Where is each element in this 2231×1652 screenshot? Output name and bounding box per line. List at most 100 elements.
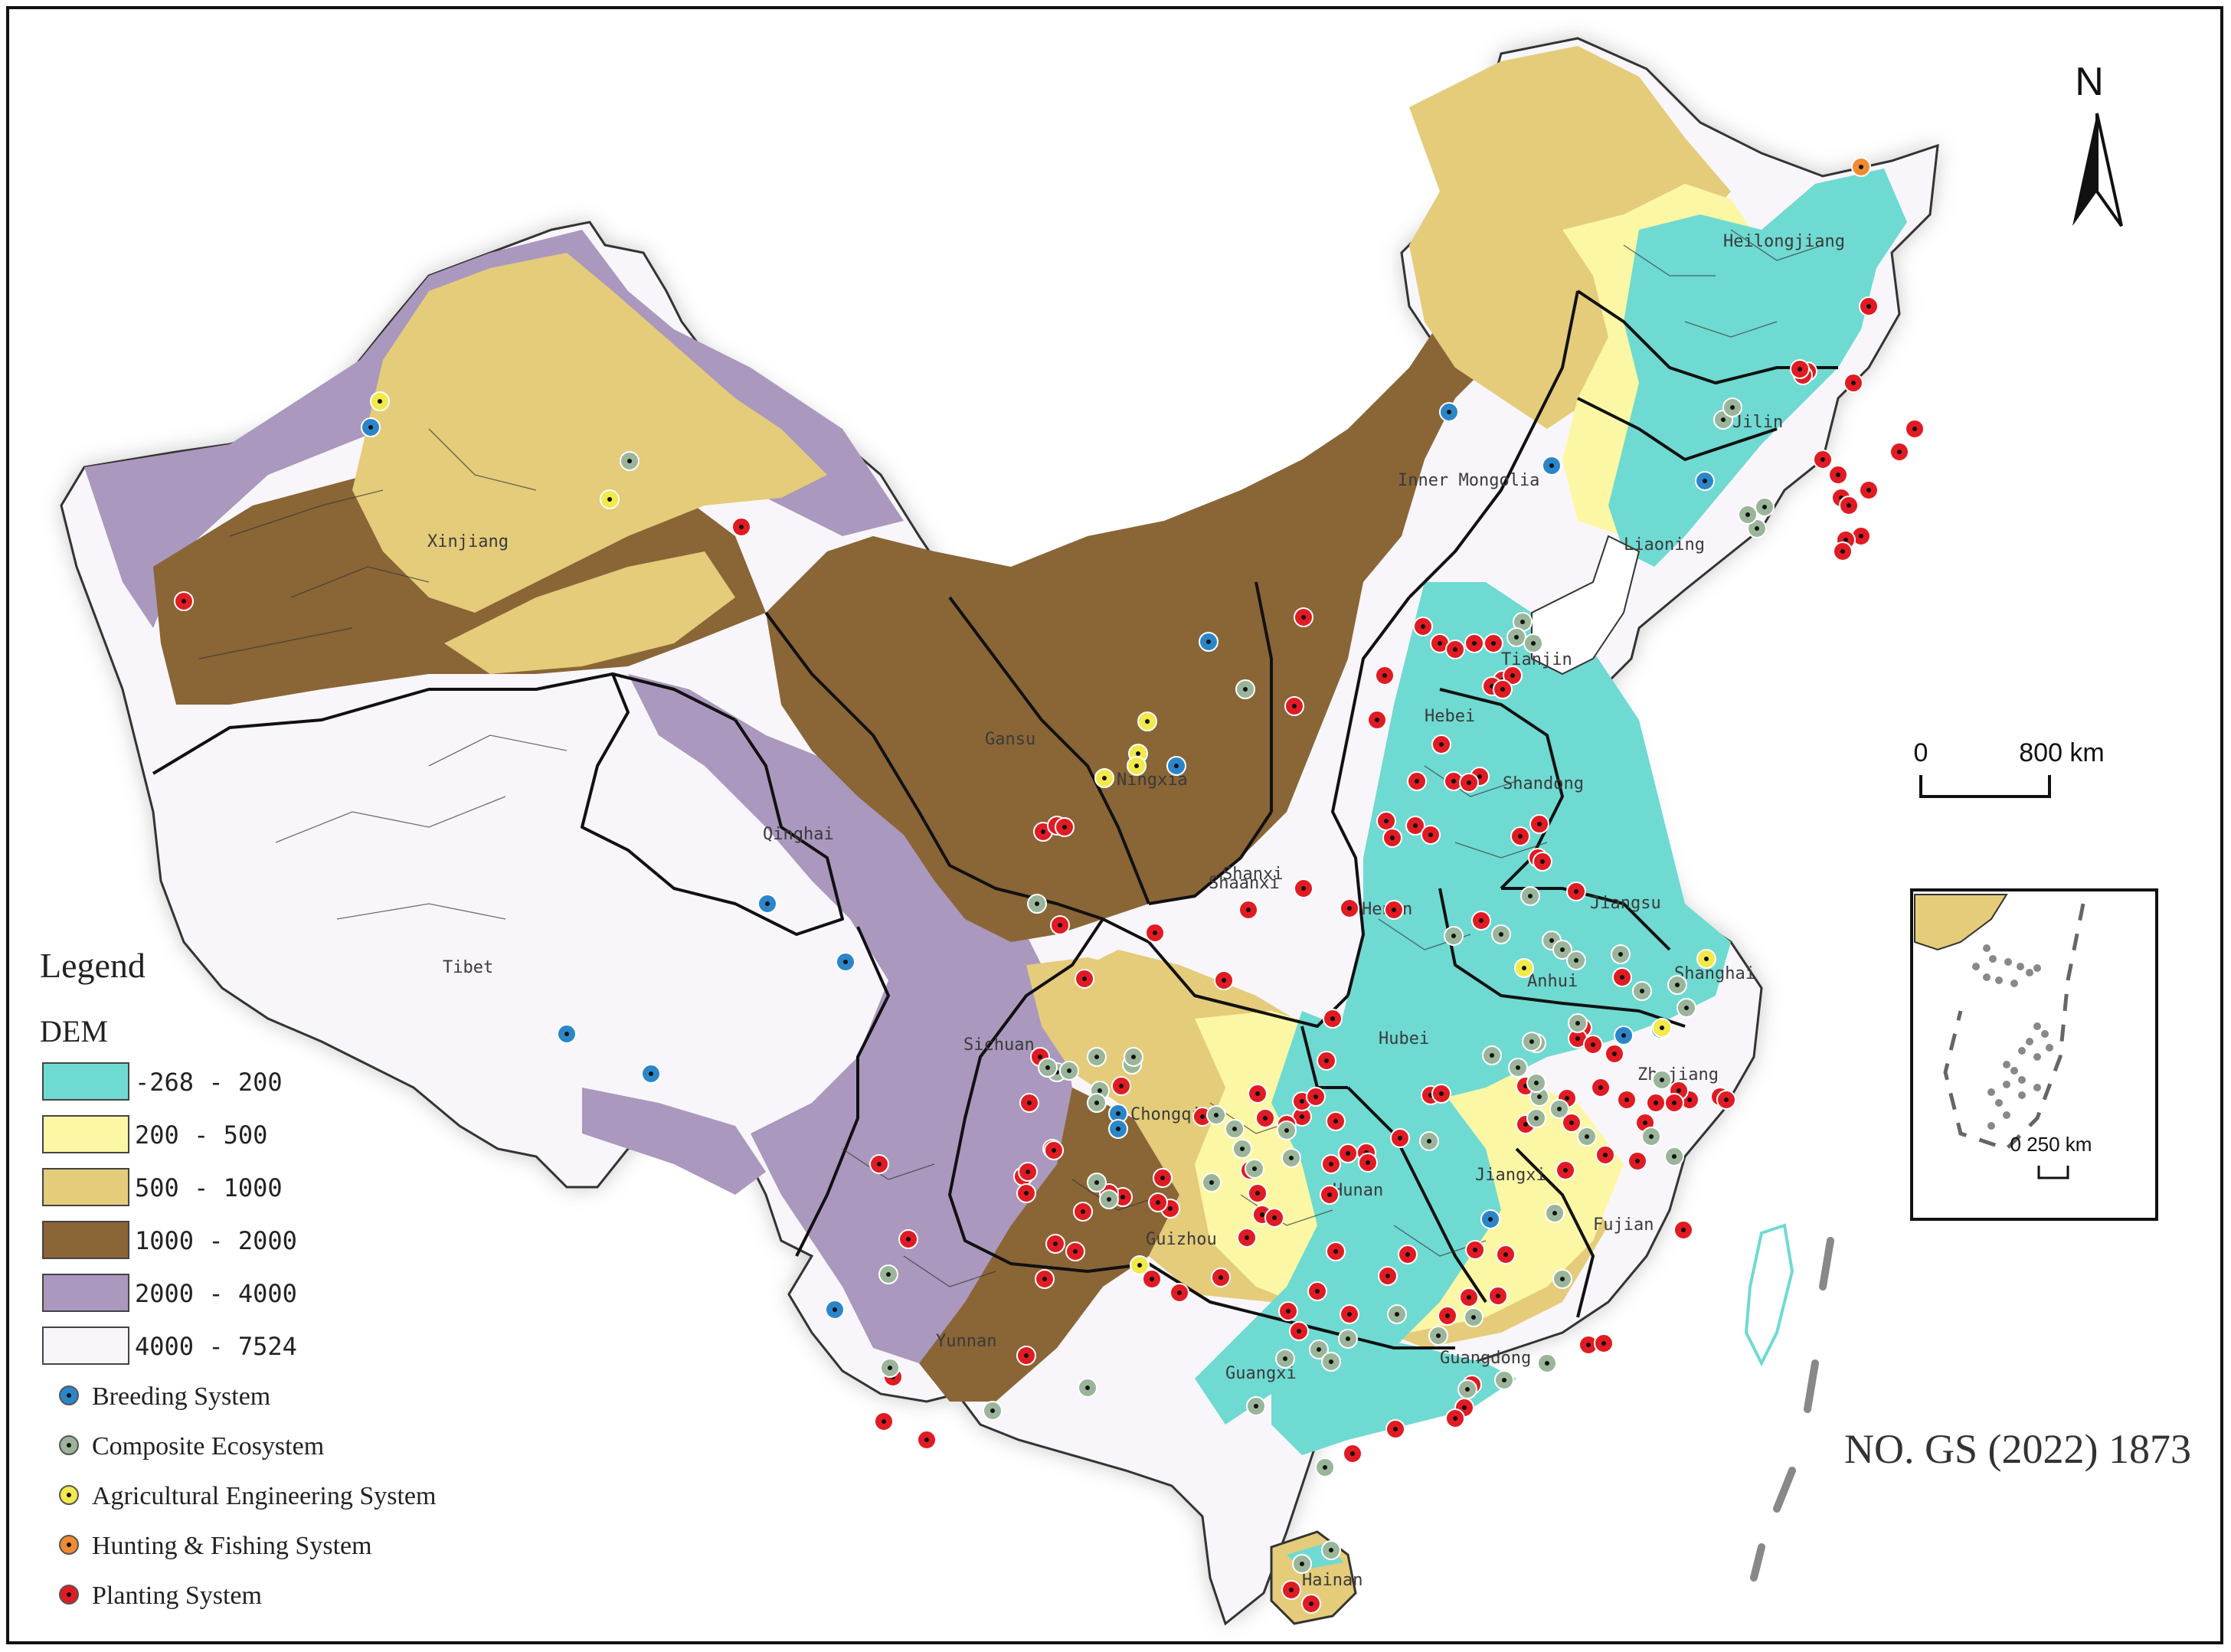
planting-system-point [1255,1108,1275,1128]
planting-system-point [1444,771,1464,791]
engineering-system-point [1137,712,1157,731]
legend-title: Legend [40,946,146,985]
composite-system-point [1522,1032,1542,1052]
planting-system-point [1248,1084,1268,1104]
planting-system-point [1326,1241,1346,1261]
planting-system-point [1323,1009,1343,1029]
composite-system-point [1632,981,1652,1001]
composite-system-point [1275,1349,1295,1369]
composite-system-point [1277,1120,1297,1140]
planting-system-point [898,1229,918,1249]
province-label-jilin: Jilin [1732,413,1783,432]
province-label-liaoning: Liaoning [1624,535,1705,554]
planting-system-point [1050,915,1070,935]
planting-system-point [1340,1304,1359,1324]
legend-system-label: Composite Ecosystem [92,1432,324,1461]
legend-dem-item: -268 - 200 [42,1062,283,1101]
legend: Legend DEM -268 - 200 200 - 500 500 - 1000… [40,946,436,1610]
province-label-jiangxi: Jiangxi [1475,1166,1546,1185]
planting-system-point [1555,1160,1575,1180]
dem-500-1000-dzungaria [352,253,827,613]
engineering-system-point [600,489,620,509]
planting-system-point [1484,633,1503,653]
dem-lowland-northeast [1608,168,1907,567]
planting-system-point [1075,969,1094,989]
composite-system-point [1494,1370,1514,1390]
planting-system-point [1510,826,1530,846]
system-points-layer [174,157,1925,1614]
province-label-shanghai: Shanghai [1674,964,1755,983]
composite-system-point [1526,1108,1546,1128]
planting-system-point [1716,1090,1736,1110]
legend-system-item: Hunting & Fishing System [59,1532,372,1560]
legend-system-label: Breeding System [92,1382,270,1411]
planting-system-point [1019,1093,1039,1113]
planting-system-point [1326,1111,1346,1131]
composite-system-point [1027,894,1047,914]
planting-system-point [1214,970,1234,990]
composite-system-point [1059,1061,1079,1081]
composite-system-point [1520,886,1540,906]
planting-system-point [1306,1087,1326,1107]
province-label-guizhou: Guizhou [1146,1230,1217,1249]
scale-start: 0 [1914,738,1928,767]
breeding-system-point [1695,471,1715,491]
planting-system-point [1445,640,1465,659]
composite-system-point [1281,1148,1301,1168]
legend-dem-range: 200 - 500 [135,1120,267,1150]
province-label-heilongjiang: Heilongjiang [1723,232,1845,251]
composite-system-point [1232,1139,1252,1159]
province-label-anhui: Anhui [1527,972,1578,991]
province-label-shaanxi: Shaanxi [1209,874,1280,893]
province-label-xinjiang: Xinjiang [427,532,509,551]
planting-system-point [1169,1283,1189,1303]
planting-system-point [1612,967,1632,987]
composite-system-point [1202,1173,1222,1192]
province-label-jiangsu: Jiangsu [1590,894,1661,913]
province-label-yunnan: Yunnan [936,1332,996,1351]
breeding-system-point [641,1064,661,1084]
planting-system-point [1016,1346,1036,1366]
planting-system-point [1431,1084,1451,1104]
planting-system-point [1211,1268,1231,1287]
planting-system-point [1673,1220,1693,1240]
province-label-shandong: Shandong [1503,774,1584,793]
province-label-hebei: Hebei [1425,707,1475,726]
planting-system-point [1111,1076,1131,1096]
composite-system-point [1523,633,1543,653]
planting-system-point [1503,666,1523,685]
province-label-inner-mongolia: Inner Mongolia [1398,471,1539,490]
planting-system-point [1382,828,1402,848]
composite-system-point [1206,1105,1226,1125]
planting-system-point [1646,1093,1666,1113]
province-label-layer: Heilongjiang Jilin Liaoning Inner Mongolia X… [427,232,1845,1590]
bohai-sea [1531,535,1641,676]
province-label-hunan: Hunan [1333,1181,1383,1200]
planting-system-point [1035,1269,1055,1289]
composite-system-point [1038,1058,1058,1078]
province-label-qinghai: Qinghai [763,825,834,844]
legend-dem-range: -268 - 200 [135,1068,283,1097]
composite-system-point [983,1401,1003,1421]
legend-dem-title: DEM [40,1014,108,1048]
planting-system-point [1376,811,1396,831]
engineering-system-point [1652,1018,1672,1038]
province-label-sichuan: Sichuan [963,1035,1035,1055]
composite-system-point [1526,1073,1546,1093]
dem-lowland-tarim-basin [444,551,735,674]
planting-system-point [1790,359,1810,379]
composite-system-point [1537,1353,1557,1373]
planting-system-point [1321,1154,1341,1174]
composite-system-point [1321,1352,1341,1372]
legend-swatch [42,1115,129,1153]
planting-system-point [1459,773,1479,793]
map-frame [6,6,2223,1644]
legend-system-item: Composite Ecosystem [59,1432,324,1461]
composite-system-point [1387,1304,1407,1324]
province-label-hubei: Hubei [1379,1029,1429,1048]
planting-system-point [1278,1301,1298,1321]
planting-system-point [1317,1051,1336,1071]
composite-system-point [1611,944,1631,964]
planting-system-point [1281,1580,1301,1600]
breeding-system-point [1199,632,1219,652]
